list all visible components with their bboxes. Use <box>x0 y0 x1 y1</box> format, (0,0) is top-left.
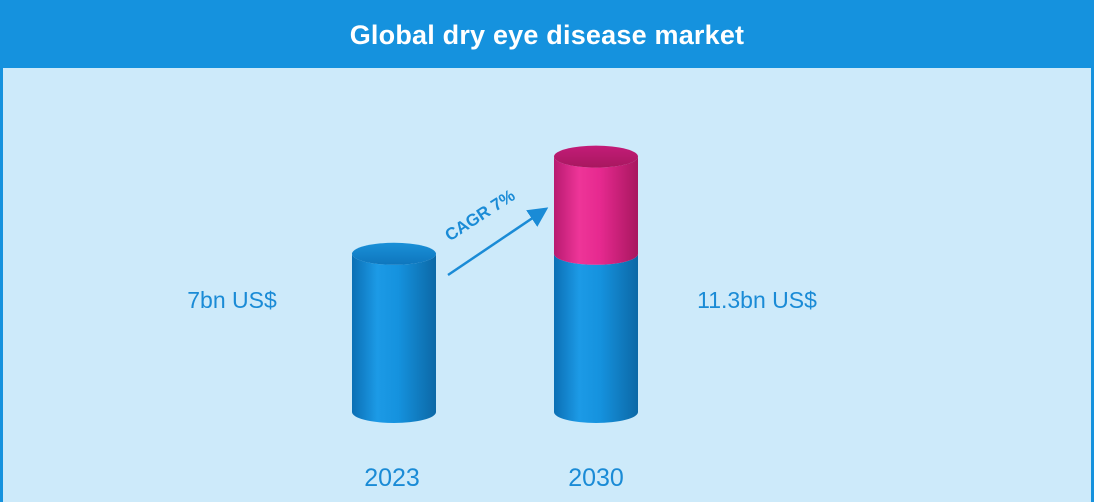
value-label-2030: 11.3bn US$ <box>697 287 817 313</box>
bar-2023 <box>352 253 436 423</box>
value-label-2023: 7bn US$ <box>187 287 277 313</box>
bar-2023-top <box>352 242 436 265</box>
bar-2030-base <box>554 253 638 423</box>
cagr-arrow <box>447 207 549 277</box>
bar-2030-top <box>554 145 638 168</box>
title-bar: Global dry eye disease market <box>3 3 1091 68</box>
category-label-2030: 2030 <box>568 464 624 492</box>
category-label-2023: 2023 <box>364 464 420 492</box>
chart-title: Global dry eye disease market <box>349 20 745 50</box>
bar-2030-growth <box>554 156 638 265</box>
